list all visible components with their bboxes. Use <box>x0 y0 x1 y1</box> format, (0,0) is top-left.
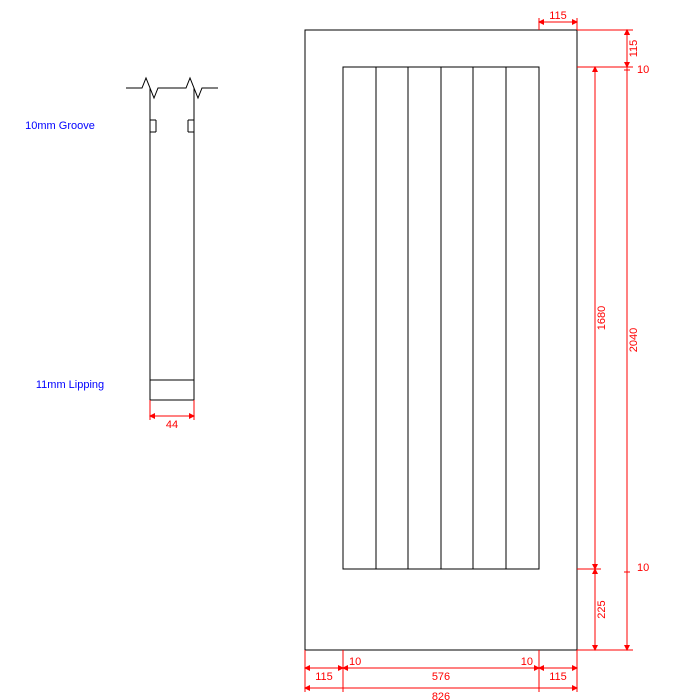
svg-text:576: 576 <box>432 671 450 683</box>
technical-drawing: 115 115 10 1680 2040 10 225 115 10 576 10 115 826 44 1… <box>0 0 700 700</box>
svg-text:115: 115 <box>549 671 567 683</box>
svg-text:1680: 1680 <box>596 306 608 330</box>
svg-text:10: 10 <box>349 656 361 668</box>
svg-text:44: 44 <box>166 419 178 431</box>
svg-text:115: 115 <box>628 40 640 58</box>
svg-text:10: 10 <box>637 64 649 76</box>
svg-text:10: 10 <box>521 656 533 668</box>
svg-text:11mm Lipping: 11mm Lipping <box>36 379 104 391</box>
svg-text:115: 115 <box>315 671 333 683</box>
svg-text:826: 826 <box>432 691 450 700</box>
svg-text:10: 10 <box>637 562 649 574</box>
svg-text:10mm Groove: 10mm Groove <box>25 120 95 132</box>
svg-text:115: 115 <box>549 10 567 22</box>
svg-text:2040: 2040 <box>628 328 640 352</box>
svg-text:225: 225 <box>596 600 608 618</box>
